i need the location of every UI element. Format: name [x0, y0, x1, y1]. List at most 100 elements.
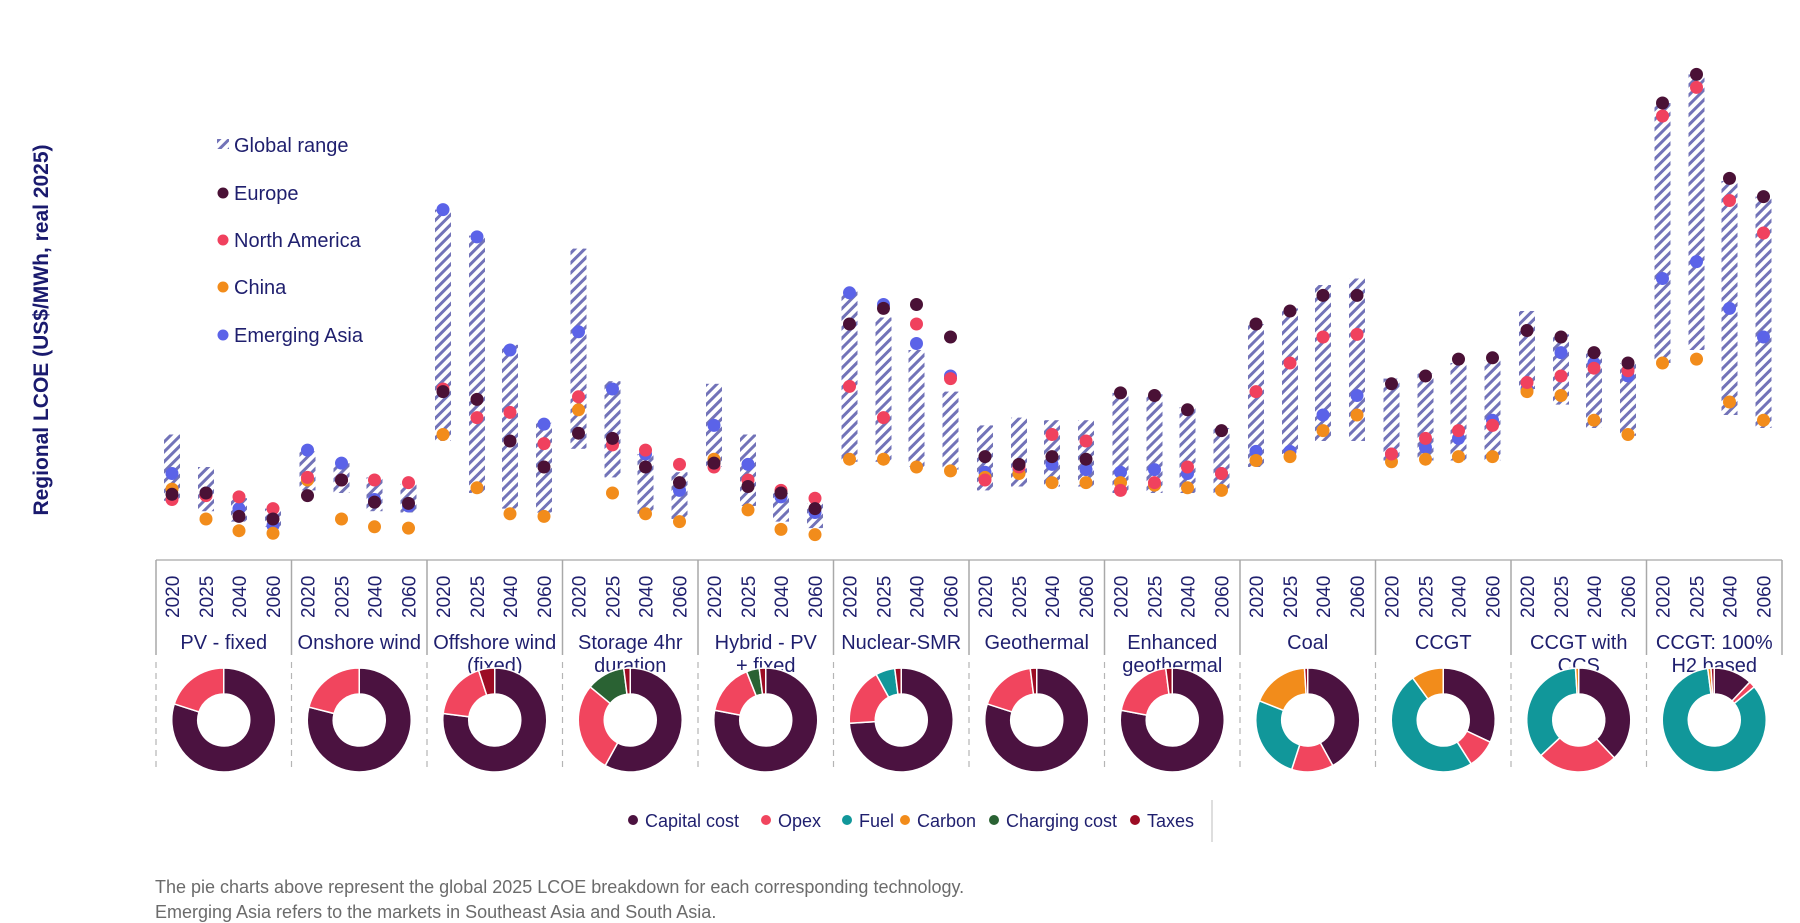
year-tick-label: 2060	[1484, 576, 1505, 618]
dot-eu	[232, 509, 246, 523]
category-label: Offshore wind	[433, 632, 556, 654]
category-label: Enhanced	[1127, 632, 1217, 654]
dot-cn	[1587, 413, 1601, 427]
dot-eu	[503, 434, 517, 448]
dot-na	[1587, 361, 1601, 375]
year-tick-label: 2060	[1755, 576, 1776, 618]
dot-eu	[978, 450, 992, 464]
year-tick-label: 2060	[535, 576, 556, 618]
dot-na	[266, 502, 280, 516]
year-tick-label: 2020	[1383, 576, 1404, 618]
dot-cn	[639, 507, 652, 521]
dot-cn	[1079, 476, 1093, 490]
dot-cn	[1045, 476, 1059, 490]
dot-na	[1079, 434, 1093, 448]
range-bar	[1755, 196, 1772, 428]
year-tick-label: 2025	[1146, 576, 1167, 618]
dot-ea	[707, 418, 721, 432]
dot-na	[1148, 476, 1161, 490]
dot-eu	[1520, 324, 1534, 337]
dot-ea	[1723, 301, 1736, 315]
dot-cn	[910, 460, 923, 474]
dot-ea	[470, 230, 484, 244]
category-label: Geothermal	[985, 632, 1090, 654]
dot-na	[1114, 483, 1127, 497]
year-tick-label: 2025	[875, 576, 896, 618]
range-bar	[908, 350, 925, 467]
range-bar	[942, 391, 959, 470]
dot-ea	[741, 457, 755, 471]
pie-legend-label: Fuel	[859, 811, 894, 831]
pie-hole	[468, 694, 521, 746]
dot-cn	[402, 521, 415, 535]
year-tick-label: 2025	[468, 576, 489, 618]
range-bars	[164, 74, 1772, 529]
dot-eu	[1419, 369, 1432, 383]
footnote-1: The pie charts above represent the globa…	[155, 877, 965, 897]
dot-na	[1757, 226, 1770, 240]
dot-eu	[1757, 190, 1770, 204]
dot-cn	[1690, 352, 1703, 366]
dot-eu	[1690, 67, 1703, 81]
dot-eu	[944, 330, 957, 344]
year-tick-label: 2040	[1450, 576, 1471, 618]
dot-ea	[1079, 463, 1093, 477]
pie-hole	[604, 694, 657, 746]
year-tick-label: 2060	[400, 576, 421, 618]
pie-hole	[1688, 694, 1741, 746]
pie-hole	[1552, 694, 1605, 746]
pie-legend-marker	[628, 815, 638, 825]
dot-na	[843, 379, 856, 393]
dot-eu	[199, 486, 213, 500]
dot-na	[232, 490, 246, 504]
lcoe-chart: Regional LCOE (US$/MWh, real 2025) Globa…	[30, 67, 1783, 842]
year-tick-label: 2060	[1619, 576, 1640, 618]
year-tick-label: 2025	[1417, 576, 1438, 618]
year-tick-label: 2040	[1721, 576, 1742, 618]
range-bar	[1450, 363, 1467, 461]
dot-na	[572, 390, 585, 404]
pie-hole	[1010, 694, 1063, 746]
dot-cn	[673, 515, 686, 529]
dot-na	[470, 411, 484, 425]
range-bar	[435, 209, 451, 441]
dot-eu	[1114, 386, 1127, 400]
year-tick-label: 2020	[1247, 576, 1268, 618]
dot-cn	[335, 512, 348, 526]
range-bar	[875, 317, 892, 462]
dot-eu	[368, 495, 381, 509]
legend-label: Emerging Asia	[234, 325, 364, 347]
year-tick-label: 2020	[841, 576, 862, 618]
dot-cn	[199, 512, 213, 526]
dot-ea	[1350, 389, 1364, 402]
dot-ea	[1114, 465, 1127, 479]
pie-legend-label: Charging cost	[1006, 811, 1117, 831]
dot-cn	[877, 452, 890, 466]
dot-ea	[335, 456, 348, 470]
dot-cn	[944, 464, 957, 478]
year-tick-label: 2060	[942, 576, 963, 618]
dot-cn	[1757, 413, 1770, 427]
dot-eu	[639, 460, 652, 474]
dot-eu	[470, 392, 484, 406]
dot-cn	[1181, 481, 1194, 495]
range-bar	[1315, 285, 1331, 441]
dot-cn	[843, 452, 856, 466]
dot-eu	[1181, 403, 1194, 417]
year-tick-label: 2040	[772, 576, 793, 618]
dot-cn	[232, 524, 246, 538]
year-tick-label: 2040	[501, 576, 522, 618]
dot-ea	[165, 467, 179, 480]
dot-na	[402, 476, 415, 490]
dot-cn	[1283, 450, 1297, 464]
category-axis: 2020 2025 2040 2060 PV - fixed 2020 2025 2040 20…	[155, 559, 1783, 770]
dot-cn	[1316, 424, 1330, 438]
dot-cn	[503, 507, 517, 521]
year-tick-label: 2025	[197, 576, 218, 618]
dot-na	[639, 443, 652, 457]
year-tick-label: 2025	[1688, 576, 1709, 618]
dot-eu	[436, 385, 450, 399]
dot-na	[944, 372, 957, 386]
dot-na	[1385, 447, 1398, 461]
pie-hole	[1417, 694, 1470, 746]
